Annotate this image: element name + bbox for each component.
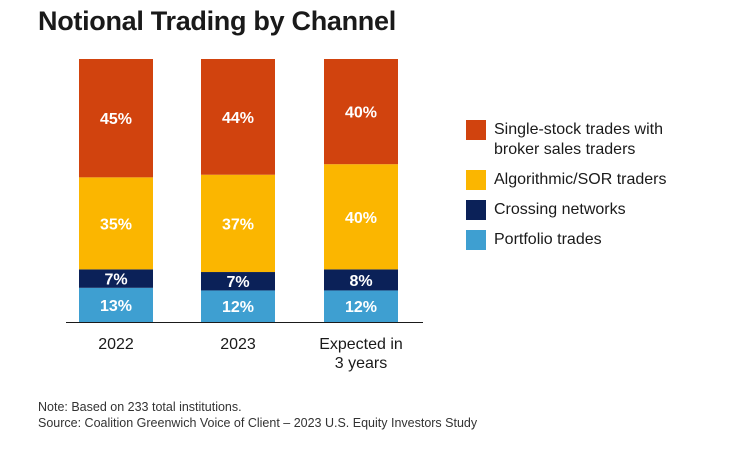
legend-swatch-algorithmic (466, 170, 486, 190)
data-label-crossing-0: 7% (104, 272, 127, 289)
data-label-crossing-2: 8% (349, 273, 372, 290)
bar-segment-algorithmic-1 (201, 174, 275, 273)
source-text: Source: Coalition Greenwich Voice of Cli… (38, 416, 478, 430)
legend-label-single_stock: Single-stock trades with broker sales tr… (494, 121, 663, 158)
category-label-0: 2022 (98, 336, 134, 353)
bar-segment-single_stock-1 (201, 59, 275, 175)
data-label-crossing-1: 7% (226, 274, 249, 291)
legend-label-portfolio: Portfolio trades (494, 231, 602, 248)
chart-title: Notional Trading by Channel (38, 6, 396, 36)
bar-segment-portfolio-1 (201, 290, 275, 322)
bar-segment-crossing-1 (201, 272, 275, 291)
legend-swatch-crossing (466, 200, 486, 220)
legend-item-crossing: Crossing networks (466, 200, 726, 220)
note-text: Note: Based on 233 total institutions. (38, 400, 242, 414)
bar-segment-portfolio-2 (324, 290, 398, 322)
bar-segment-algorithmic-0 (79, 177, 153, 270)
data-label-portfolio-1: 12% (222, 299, 254, 316)
bar-segment-crossing-2 (324, 269, 398, 291)
data-label-single_stock-1: 44% (222, 110, 254, 127)
chart-notes: Note: Based on 233 total institutions. S… (38, 399, 477, 431)
data-label-portfolio-0: 13% (100, 298, 132, 315)
data-label-single_stock-0: 45% (100, 111, 132, 128)
data-label-single_stock-2: 40% (345, 105, 377, 122)
chart-legend: Single-stock trades with broker sales tr… (466, 120, 726, 260)
legend-label-algorithmic: Algorithmic/SOR traders (494, 171, 667, 188)
bar-segment-algorithmic-2 (324, 164, 398, 270)
legend-swatch-portfolio (466, 230, 486, 250)
legend-item-single_stock: Single-stock trades with broker sales tr… (466, 120, 726, 160)
legend-label-crossing: Crossing networks (494, 201, 626, 218)
data-label-algorithmic-0: 35% (100, 216, 132, 233)
bar-segment-portfolio-0 (79, 287, 153, 322)
category-label-2: Expected in 3 years (319, 336, 403, 372)
legend-item-portfolio: Portfolio trades (466, 230, 726, 250)
bar-segment-single_stock-0 (79, 59, 153, 178)
category-label-1: 2023 (220, 336, 256, 353)
data-label-algorithmic-2: 40% (345, 210, 377, 227)
legend-item-algorithmic: Algorithmic/SOR traders (466, 170, 726, 190)
bar-segment-single_stock-2 (324, 59, 398, 165)
data-label-portfolio-2: 12% (345, 299, 377, 316)
legend-swatch-single_stock (466, 120, 486, 140)
data-label-algorithmic-1: 37% (222, 216, 254, 233)
bar-segment-crossing-0 (79, 269, 153, 288)
